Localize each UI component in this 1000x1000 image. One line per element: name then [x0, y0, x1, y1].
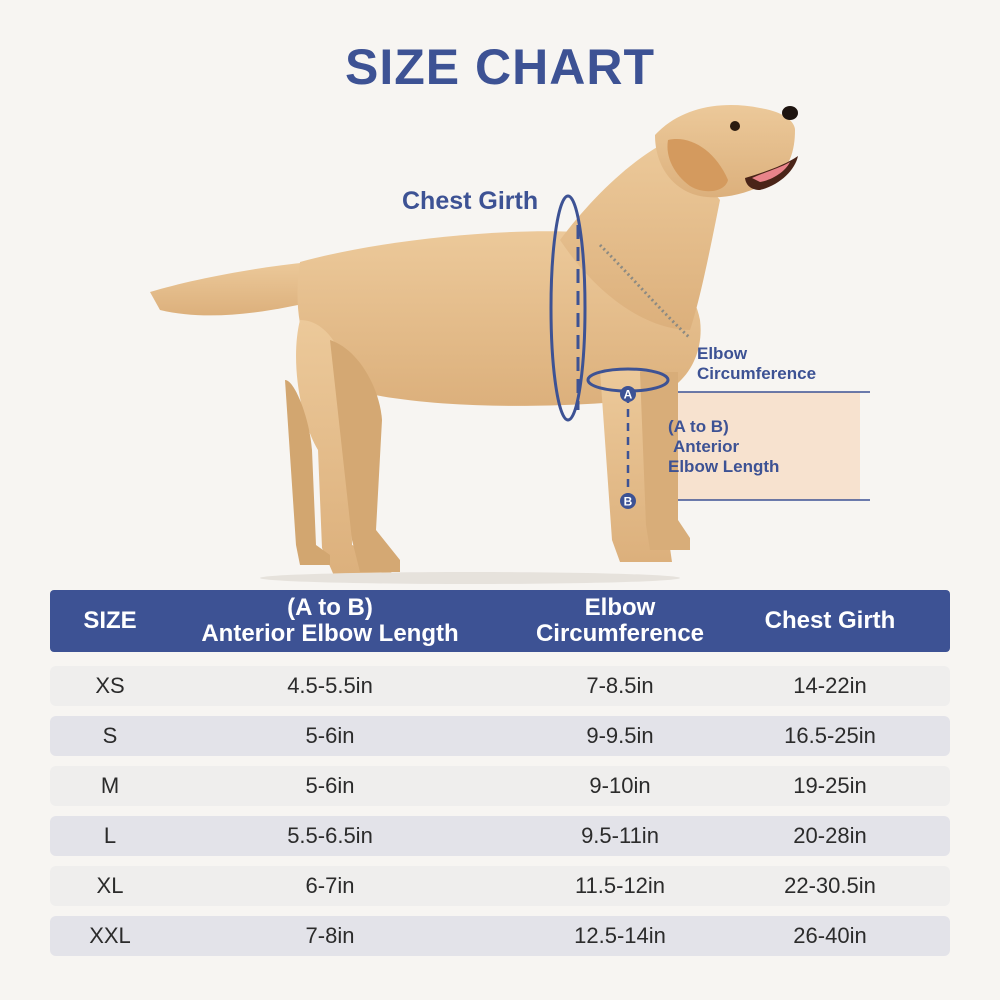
header-size: SIZE [83, 607, 137, 634]
dog-figure [150, 105, 795, 578]
dog-eye [730, 121, 740, 131]
point-a-label: A [624, 388, 633, 402]
collar-chain [598, 243, 692, 340]
table-row-xxl: XXL 7-8in 12.5-14in 26-40in [50, 916, 950, 956]
cell-elbow-circumference: 11.5-12in [574, 873, 666, 898]
cell-chest-girth: 14-22in [793, 673, 867, 698]
table-row-l: L 5.5-6.5in 9.5-11in 20-28in [50, 816, 950, 856]
page-title: SIZE CHART [345, 39, 655, 95]
cell-elbow-length: 6-7in [305, 873, 355, 898]
cell-chest-girth: 20-28in [793, 823, 867, 848]
header-anterior-elbow-length: (A to B) Anterior Elbow Length [201, 594, 459, 647]
elbow-length-label-line2: Anterior [673, 437, 740, 456]
table-row-m: M 5-6in 9-10in 19-25in [50, 766, 950, 806]
chest-girth-label: Chest Girth [402, 187, 538, 215]
cell-elbow-length: 5-6in [305, 723, 355, 748]
elbow-length-label-line1: (A to B) [668, 417, 729, 436]
chest-girth-loop [549, 194, 587, 422]
point-b-label: B [624, 495, 633, 509]
cell-elbow-circumference: 7-8.5in [586, 673, 654, 698]
size-table-header: SIZE (A to B) Anterior Elbow Length Elbo… [50, 590, 950, 652]
cell-chest-girth: 22-30.5in [784, 873, 876, 898]
dog-measurement-illustration: A B Chest Girth Elbow Circumference (A t… [150, 105, 870, 584]
ground-shadow [260, 572, 680, 584]
cell-elbow-length: 5-6in [305, 773, 355, 798]
cell-size: XS [95, 673, 125, 698]
point-b-marker [620, 493, 636, 509]
cell-elbow-circumference: 9-10in [589, 773, 651, 798]
elbow-circumference-label-line1: Elbow [697, 344, 748, 363]
cell-size: M [100, 773, 120, 798]
elbow-length-label-line3: Elbow Length [668, 457, 779, 476]
cell-size: XXL [89, 923, 131, 948]
dog-nose [782, 106, 798, 120]
cell-elbow-circumference: 9-9.5in [586, 723, 654, 748]
cell-size: S [102, 723, 118, 748]
elbow-circumference-label-line2: Circumference [697, 364, 816, 383]
cell-size: XL [96, 873, 124, 898]
header-chest-girth: Chest Girth [764, 607, 896, 634]
table-row-s: S 5-6in 9-9.5in 16.5-25in [50, 716, 950, 756]
cell-elbow-length: 5.5-6.5in [287, 823, 373, 848]
point-a-marker [620, 386, 636, 402]
header-elbow-circumference: Elbow Circumference [535, 594, 705, 647]
cell-elbow-length: 4.5-5.5in [287, 673, 373, 698]
cell-elbow-length: 7-8in [305, 923, 355, 948]
table-row-xs: XS 4.5-5.5in 7-8.5in 14-22in [50, 666, 950, 706]
cell-size: L [103, 823, 117, 848]
cell-elbow-circumference: 12.5-14in [574, 923, 666, 948]
cell-elbow-circumference: 9.5-11in [581, 823, 659, 848]
cell-chest-girth: 26-40in [793, 923, 867, 948]
table-row-xl: XL 6-7in 11.5-12in 22-30.5in [50, 866, 950, 906]
cell-chest-girth: 16.5-25in [784, 723, 876, 748]
cell-chest-girth: 19-25in [793, 773, 867, 798]
dog-tongue [752, 162, 790, 182]
